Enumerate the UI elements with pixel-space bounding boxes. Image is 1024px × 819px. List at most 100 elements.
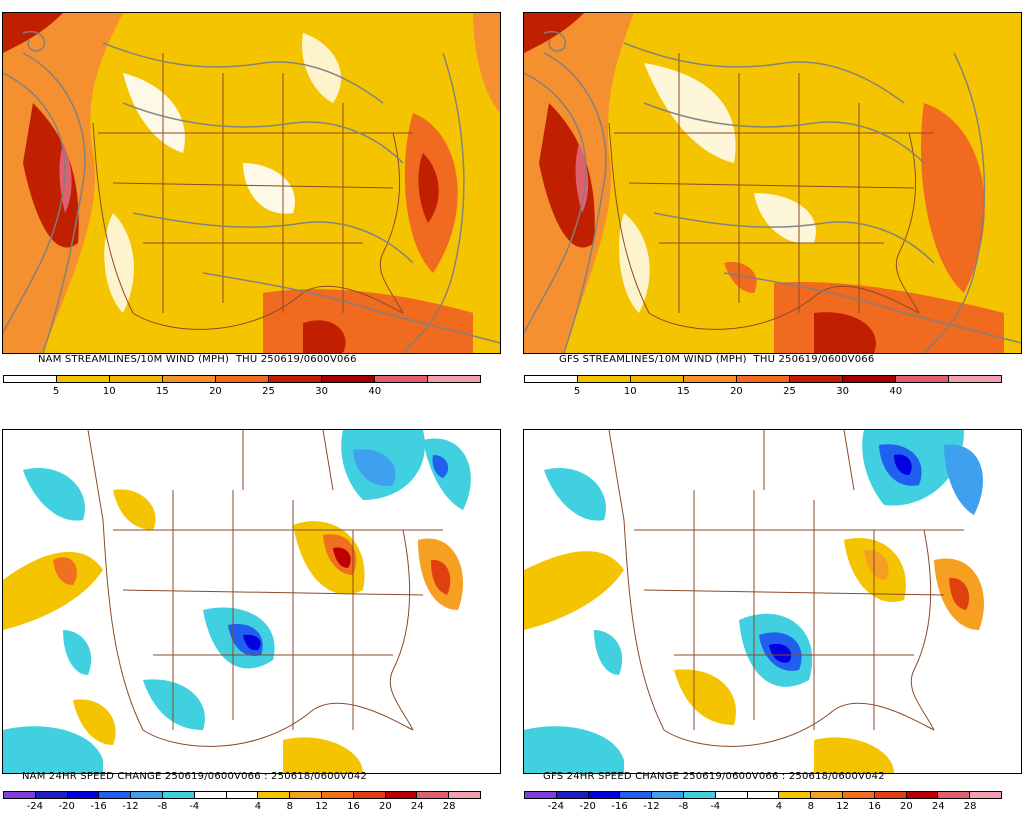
colorbar-swatch xyxy=(131,792,163,798)
colorbar-swatch xyxy=(321,792,354,798)
colorbar-swatch xyxy=(67,792,100,798)
colorbar-swatch xyxy=(110,376,163,382)
colorbar-tick-label: 10 xyxy=(623,386,637,397)
colorbar-swatch xyxy=(620,792,653,798)
colorbar-swatch xyxy=(35,792,68,798)
colorbar-tick-label: 10 xyxy=(102,386,116,397)
colorbar-tick-label: -20 xyxy=(58,801,75,812)
nam-change-colorbar xyxy=(3,791,481,799)
colorbar-swatch xyxy=(99,792,132,798)
colorbar-tick-label: -20 xyxy=(579,801,596,812)
colorbar-swatch xyxy=(525,376,578,382)
colorbar-swatch xyxy=(631,376,684,382)
colorbar-swatch xyxy=(449,792,480,798)
colorbar-tick-label: 24 xyxy=(410,801,424,812)
colorbar-tick-label: -8 xyxy=(157,801,168,812)
colorbar-swatch xyxy=(938,792,971,798)
nam-change-map-frame xyxy=(2,429,501,774)
colorbar-tick-label: -4 xyxy=(710,801,721,812)
nam-wind-colorbar xyxy=(3,375,481,383)
colorbar-swatch xyxy=(353,792,386,798)
colorbar-tick-label: 4 xyxy=(254,801,262,812)
nam-wind-title: NAM STREAMLINES/10M WIND (MPH) THU 25061… xyxy=(38,354,357,365)
colorbar-swatch xyxy=(525,792,557,798)
colorbar-tick-label: 30 xyxy=(836,386,850,397)
gfs-change-colorbar-ticks: -24 -20 -16 -12 -8 -4 4 8 12 16 20 24 28 xyxy=(524,801,1002,813)
gfs-wind-panel: GFS STREAMLINES/10M WIND (MPH) THU 25061… xyxy=(521,0,1024,400)
colorbar-swatch xyxy=(428,376,480,382)
colorbar-swatch xyxy=(896,376,949,382)
gfs-wind-map-frame xyxy=(523,12,1022,354)
colorbar-swatch xyxy=(269,376,322,382)
colorbar-tick-label: 25 xyxy=(783,386,796,397)
colorbar-tick-label: 28 xyxy=(963,801,977,812)
colorbar-swatch xyxy=(375,376,428,382)
colorbar-swatch xyxy=(578,376,631,382)
colorbar-tick-label: 5 xyxy=(573,386,581,397)
colorbar-swatch xyxy=(417,792,450,798)
colorbar-tick-label: -24 xyxy=(26,801,44,812)
gfs-wind-colorbar-ticks: 5 10 15 20 25 30 40 xyxy=(524,386,1002,398)
colorbar-swatch xyxy=(652,792,684,798)
colorbar-swatch xyxy=(683,792,716,798)
gfs-change-title: GFS 24HR SPEED CHANGE 250619/0600V066 : … xyxy=(543,771,885,782)
colorbar-swatch xyxy=(4,376,57,382)
colorbar-swatch xyxy=(747,792,780,798)
colorbar-tick-label: -8 xyxy=(678,801,689,812)
colorbar-swatch xyxy=(874,792,907,798)
colorbar-swatch xyxy=(162,792,195,798)
colorbar-swatch xyxy=(163,376,216,382)
colorbar-tick-label: 15 xyxy=(676,386,690,397)
nam-change-title: NAM 24HR SPEED CHANGE 250619/0600V066 : … xyxy=(22,771,368,782)
colorbar-swatch xyxy=(715,792,748,798)
colorbar-swatch xyxy=(906,792,939,798)
gfs-wind-map xyxy=(524,13,1021,353)
colorbar-tick-label: 40 xyxy=(889,386,903,397)
colorbar-tick-label: -12 xyxy=(122,801,139,812)
nam-change-panel: NAM 24HR SPEED CHANGE 250619/0600V066 : … xyxy=(0,412,503,819)
colorbar-tick-label: 16 xyxy=(347,801,360,812)
colorbar-swatch xyxy=(290,792,322,798)
colorbar-swatch xyxy=(4,792,36,798)
nam-wind-map-frame xyxy=(2,12,501,354)
colorbar-tick-label: 4 xyxy=(775,801,783,812)
colorbar-tick-label: 16 xyxy=(868,801,881,812)
colorbar-tick-label: -16 xyxy=(90,801,107,812)
colorbar-tick-label: 12 xyxy=(315,801,329,812)
colorbar-swatch xyxy=(385,792,418,798)
colorbar-tick-label: -24 xyxy=(547,801,565,812)
colorbar-swatch xyxy=(57,376,110,382)
colorbar-swatch xyxy=(843,376,896,382)
colorbar-tick-label: 8 xyxy=(286,801,293,812)
colorbar-tick-label: 8 xyxy=(807,801,814,812)
colorbar-swatch xyxy=(811,792,843,798)
colorbar-swatch xyxy=(556,792,589,798)
nam-wind-colorbar-ticks: 5 10 15 20 25 30 40 xyxy=(3,386,481,398)
nam-wind-panel: NAM STREAMLINES/10M WIND (MPH) THU 25061… xyxy=(0,0,503,400)
colorbar-tick-label: 20 xyxy=(379,801,392,812)
gfs-change-map-frame xyxy=(523,429,1022,774)
colorbar-tick-label: 28 xyxy=(442,801,456,812)
gfs-wind-title: GFS STREAMLINES/10M WIND (MPH) THU 25061… xyxy=(559,354,875,365)
nam-wind-map xyxy=(3,13,500,353)
colorbar-tick-label: 15 xyxy=(155,386,169,397)
colorbar-swatch xyxy=(258,792,291,798)
gfs-change-panel: GFS 24HR SPEED CHANGE 250619/0600V066 : … xyxy=(521,412,1024,819)
colorbar-swatch xyxy=(588,792,621,798)
colorbar-tick-label: 40 xyxy=(368,386,382,397)
nam-change-map xyxy=(3,430,500,773)
colorbar-swatch xyxy=(226,792,259,798)
colorbar-swatch xyxy=(194,792,227,798)
colorbar-tick-label: 5 xyxy=(52,386,60,397)
colorbar-tick-label: 20 xyxy=(209,386,222,397)
colorbar-swatch xyxy=(842,792,875,798)
colorbar-tick-label: 25 xyxy=(262,386,275,397)
colorbar-swatch xyxy=(949,376,1001,382)
colorbar-tick-label: 20 xyxy=(900,801,913,812)
colorbar-swatch xyxy=(790,376,843,382)
colorbar-swatch xyxy=(216,376,269,382)
colorbar-swatch xyxy=(322,376,375,382)
colorbar-swatch xyxy=(684,376,737,382)
colorbar-tick-label: -4 xyxy=(189,801,200,812)
colorbar-tick-label: 12 xyxy=(836,801,850,812)
